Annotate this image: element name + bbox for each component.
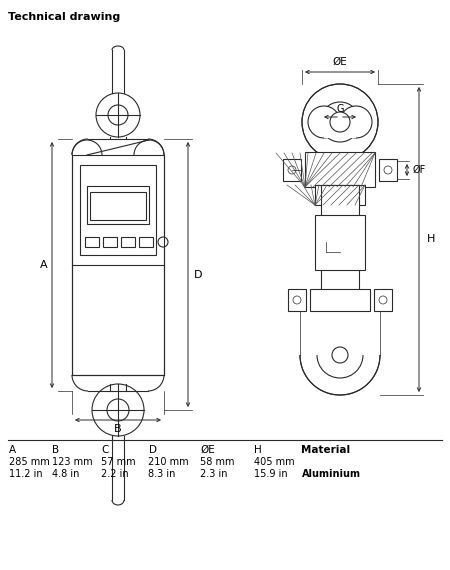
Circle shape xyxy=(96,93,140,137)
Text: 285 mm: 285 mm xyxy=(9,457,50,467)
Text: ØE: ØE xyxy=(333,57,347,67)
Text: A: A xyxy=(40,260,48,270)
Text: B: B xyxy=(114,424,122,434)
Bar xyxy=(305,152,375,187)
Circle shape xyxy=(320,102,360,142)
Circle shape xyxy=(308,106,340,138)
Text: H: H xyxy=(254,445,262,455)
Text: H: H xyxy=(427,234,435,245)
Circle shape xyxy=(332,347,348,363)
Bar xyxy=(315,215,365,270)
Bar xyxy=(139,237,153,247)
Text: 2.2 in: 2.2 in xyxy=(101,469,129,479)
Text: 210 mm: 210 mm xyxy=(148,457,189,467)
Circle shape xyxy=(330,112,350,132)
Circle shape xyxy=(107,399,129,421)
Text: ØE: ØE xyxy=(200,445,215,455)
Bar xyxy=(103,237,117,247)
Text: 2.3 in: 2.3 in xyxy=(200,469,228,479)
Text: 8.3 in: 8.3 in xyxy=(148,469,176,479)
Circle shape xyxy=(293,296,301,304)
Bar xyxy=(310,289,370,311)
Text: B: B xyxy=(52,445,59,455)
Circle shape xyxy=(340,106,372,138)
Text: 405 mm: 405 mm xyxy=(254,457,295,467)
Bar xyxy=(374,289,392,311)
Bar xyxy=(80,165,156,255)
Circle shape xyxy=(302,84,378,160)
Circle shape xyxy=(92,384,144,436)
Bar xyxy=(121,237,135,247)
Bar xyxy=(283,159,301,181)
Bar xyxy=(288,289,306,311)
Circle shape xyxy=(288,166,296,174)
Bar xyxy=(87,186,149,224)
Bar xyxy=(321,185,359,290)
Text: ØF: ØF xyxy=(412,165,426,175)
Text: Material: Material xyxy=(302,445,351,455)
Circle shape xyxy=(108,105,128,125)
Text: 58 mm: 58 mm xyxy=(200,457,235,467)
Text: C: C xyxy=(101,445,108,455)
Text: 11.2 in: 11.2 in xyxy=(9,469,43,479)
Circle shape xyxy=(384,166,392,174)
Text: D: D xyxy=(194,270,202,279)
Text: D: D xyxy=(148,445,157,455)
Text: 4.8 in: 4.8 in xyxy=(52,469,79,479)
Text: Technical drawing: Technical drawing xyxy=(8,12,120,22)
Bar xyxy=(85,237,99,247)
Text: A: A xyxy=(9,445,16,455)
Circle shape xyxy=(158,237,168,247)
Bar xyxy=(324,122,356,138)
Bar xyxy=(90,192,146,220)
Text: 57 mm: 57 mm xyxy=(101,457,136,467)
Bar xyxy=(72,155,164,375)
Circle shape xyxy=(379,296,387,304)
Text: Aluminium: Aluminium xyxy=(302,469,360,479)
Bar xyxy=(315,185,365,205)
Bar xyxy=(379,159,397,181)
Text: 15.9 in: 15.9 in xyxy=(254,469,288,479)
Text: G: G xyxy=(336,104,344,114)
Text: 123 mm: 123 mm xyxy=(52,457,92,467)
